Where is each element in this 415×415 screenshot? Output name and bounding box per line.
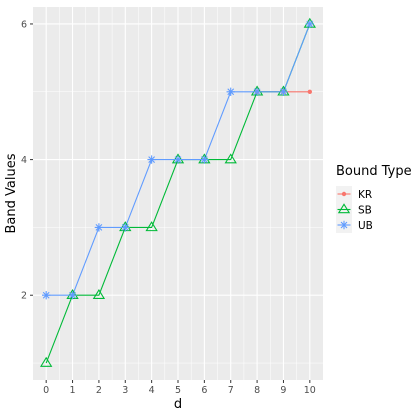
data-point-ub bbox=[305, 19, 315, 29]
legend-title: Bound Type bbox=[336, 164, 412, 179]
y-axis: 2 4 6 bbox=[21, 19, 33, 302]
data-point-sb bbox=[39, 356, 53, 367]
legend-marker-ub bbox=[339, 220, 349, 230]
x-tick-label: 3 bbox=[122, 385, 128, 396]
x-tick-label: 0 bbox=[43, 385, 49, 396]
data-point-sb bbox=[224, 153, 237, 164]
y-tick-label: 4 bbox=[21, 155, 27, 166]
data-point-sb bbox=[145, 221, 158, 232]
legend-label-sb: SB bbox=[358, 204, 372, 216]
legend-label-ub: UB bbox=[358, 220, 373, 232]
x-tick-label: 1 bbox=[70, 385, 76, 396]
x-tick-label: 8 bbox=[254, 385, 260, 396]
data-point-sb bbox=[92, 288, 106, 300]
x-tick-label: 6 bbox=[201, 385, 207, 396]
legend-marker-sb bbox=[337, 203, 351, 214]
x-tick-label: 4 bbox=[149, 385, 155, 396]
data-point-kr bbox=[307, 89, 313, 94]
y-tick-label: 2 bbox=[21, 291, 27, 302]
data-point-ub bbox=[200, 155, 209, 164]
x-tick-label: 2 bbox=[96, 385, 102, 396]
x-tick-label: 7 bbox=[228, 385, 234, 396]
x-tick-label: 5 bbox=[175, 385, 181, 396]
x-axis: 0 1 2 3 4 5 6 7 8 9 10 bbox=[43, 380, 316, 396]
x-tick-label: 10 bbox=[304, 385, 316, 396]
data-point-ub bbox=[226, 87, 235, 96]
data-point-ub bbox=[121, 223, 130, 232]
data-point-ub bbox=[252, 87, 262, 96]
legend-label-kr: KR bbox=[358, 189, 372, 201]
data-point-ub bbox=[41, 291, 51, 300]
legend-marker-kr bbox=[341, 191, 347, 197]
data-point-ub bbox=[94, 223, 104, 232]
data-point-ub bbox=[68, 291, 77, 300]
data-point-ub bbox=[147, 155, 156, 164]
data-point-ub bbox=[173, 155, 183, 164]
y-tick-label: 6 bbox=[21, 19, 27, 30]
y-axis-title: Band Values bbox=[4, 153, 19, 233]
data-point-ub bbox=[279, 87, 288, 96]
legend: Bound Type KR SB UB bbox=[336, 164, 412, 233]
x-tick-label: 9 bbox=[280, 385, 286, 396]
series-points bbox=[39, 17, 317, 367]
x-axis-title: d bbox=[174, 397, 182, 412]
